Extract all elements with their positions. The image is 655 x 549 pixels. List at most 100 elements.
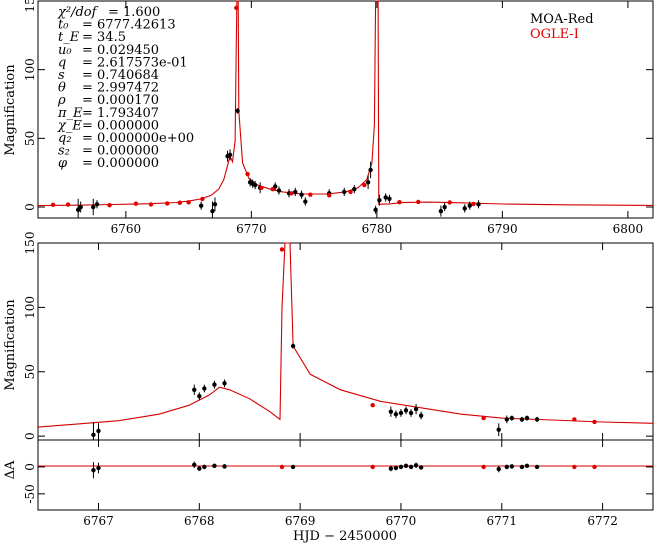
bottom-moa-point xyxy=(418,413,424,418)
bottom-panel-ylabel: Magnification xyxy=(3,299,18,391)
top-ogle-point xyxy=(326,193,332,198)
top-ogle-point xyxy=(348,189,353,195)
top-moa-point xyxy=(387,196,392,201)
residual-moa-point xyxy=(91,467,96,473)
top-xtick-label: 6800 xyxy=(613,222,644,236)
param-value: = 0.740684 xyxy=(82,68,159,83)
bottom-panel-x-tick-labels: 6767 6768 6769 6770 6771 6772 xyxy=(83,514,618,528)
top-panel-ylabel: Magnification xyxy=(3,64,18,156)
top-moa-point xyxy=(212,202,218,207)
residual-moa-point xyxy=(212,463,217,469)
top-xtick-label: 6770 xyxy=(236,222,267,236)
residual-panel-points xyxy=(91,461,597,479)
residual-moa-point xyxy=(534,464,540,470)
param-value: = 1.600 xyxy=(108,5,160,20)
residual-panel-ylabel: ΔA xyxy=(3,460,18,479)
top-moa-point xyxy=(94,202,100,207)
top-moa-point xyxy=(299,192,304,197)
param-label: χ_E xyxy=(57,118,82,133)
top-moa-point xyxy=(235,108,240,114)
residual-ogle-point xyxy=(370,464,375,470)
residual-moa-point xyxy=(509,464,515,469)
top-moa-point xyxy=(467,203,472,208)
bottom-moa-point xyxy=(524,415,530,421)
residual-ogle-point xyxy=(481,464,486,470)
residual-panel-frame xyxy=(37,439,654,511)
residual-moa-point xyxy=(413,463,419,468)
residual-moa-point xyxy=(192,462,197,467)
top-moa-point xyxy=(373,207,378,212)
bottom-xtick-label: 6769 xyxy=(285,514,316,528)
bottom-xtick-label: 6771 xyxy=(486,514,517,528)
top-ytick-label: 100 xyxy=(23,58,37,81)
param-value: = 0.000000 xyxy=(82,156,159,171)
param-label: θ xyxy=(58,81,66,96)
bottom-panel-frame xyxy=(37,242,654,441)
top-moa-point xyxy=(342,189,347,195)
top-ogle-point xyxy=(245,171,250,177)
param-label: χ²/dof xyxy=(57,5,99,20)
bottom-moa-point xyxy=(388,409,394,414)
top-moa-point xyxy=(210,208,215,214)
top-panel-ticks xyxy=(38,0,653,218)
bottom-panel-points xyxy=(91,247,597,440)
top-ogle-point xyxy=(270,186,275,192)
top-panel-y-tick-labels: 0 50 100 150 xyxy=(23,0,37,211)
residual-panel-ticks xyxy=(38,440,653,510)
bottom-panel-model-curve xyxy=(37,242,654,428)
param-value: = 2.617573e-01 xyxy=(82,55,188,70)
param-label: π_E xyxy=(57,106,83,121)
residual-panel-y-tick-labels: -50 0 xyxy=(23,463,37,503)
top-moa-point xyxy=(462,206,467,211)
top-moa-point xyxy=(383,195,388,200)
bottom-ytick-label: 150 xyxy=(23,232,37,255)
param-value: = 0.000000 xyxy=(82,118,159,133)
bottom-moa-point xyxy=(519,417,525,422)
bottom-ogle-point xyxy=(592,419,597,425)
residual-moa-point xyxy=(524,463,530,469)
top-xtick-label: 6760 xyxy=(111,222,142,236)
top-xtick-label: 6780 xyxy=(362,222,393,236)
bottom-ytick-label: 100 xyxy=(23,296,37,319)
param-label: t₀ xyxy=(58,18,69,33)
top-panel-points xyxy=(50,5,481,218)
param-label: s xyxy=(58,68,65,83)
legend: MOA-Red OGLE-I xyxy=(530,12,594,42)
residual-moa-point xyxy=(202,464,207,470)
top-ogle-point xyxy=(107,203,112,208)
residual-ytick-label: -50 xyxy=(23,484,37,503)
param-label: t_E xyxy=(58,30,80,45)
residual-ytick-label: 0 xyxy=(23,463,37,471)
top-moa-point xyxy=(368,167,373,173)
top-moa-point xyxy=(198,203,204,208)
bottom-moa-point xyxy=(222,381,227,386)
bottom-model-path xyxy=(37,242,654,428)
bottom-xtick-label: 6767 xyxy=(83,514,114,528)
bottom-moa-point xyxy=(504,417,510,422)
bottom-moa-point xyxy=(398,410,404,416)
param-label: s₂ xyxy=(58,144,70,159)
top-ogle-point xyxy=(289,191,294,196)
bottom-moa-point xyxy=(408,410,414,416)
param-value: = 2.997472 xyxy=(82,81,159,96)
residual-moa-point xyxy=(222,464,227,469)
param-value: = 6777.42613 xyxy=(82,18,176,33)
top-moa-point xyxy=(78,204,83,210)
residual-moa-point xyxy=(408,464,414,470)
bottom-xtick-label: 6770 xyxy=(386,514,417,528)
top-moa-point xyxy=(377,197,382,203)
top-ogle-point xyxy=(362,182,367,188)
top-panel-frame xyxy=(37,0,654,219)
bottom-moa-point xyxy=(509,415,515,421)
top-moa-point xyxy=(276,188,282,193)
top-ogle-point xyxy=(165,201,170,206)
param-value: = 0.000000e+00 xyxy=(82,131,194,146)
top-ogle-point xyxy=(447,200,452,205)
top-panel-x-tick-labels: 6760 6770 6780 6790 6800 xyxy=(111,222,644,236)
bottom-ytick-label: 0 xyxy=(23,432,37,440)
bottom-moa-point xyxy=(534,417,540,422)
bottom-moa-point xyxy=(212,382,217,387)
top-ogle-point xyxy=(416,199,421,205)
